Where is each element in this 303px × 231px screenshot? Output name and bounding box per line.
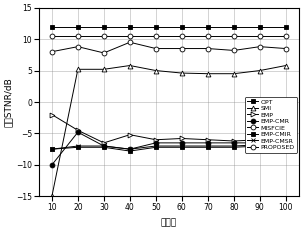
SMI (154, 69, 158, 72)
EMP-CMR (154, 142, 158, 144)
EMP-CMIR (232, 146, 236, 149)
EMP-CMIR (154, 146, 158, 149)
EMP (284, 142, 288, 144)
EMP-CMSR (206, 145, 210, 147)
EMP-CMIR (258, 145, 262, 147)
EMP-CMR (50, 164, 54, 166)
EMP-CMIR (128, 150, 132, 152)
EMP-CMSR (232, 145, 236, 147)
PROPOSED (284, 35, 288, 37)
PROPOSED (76, 35, 80, 37)
OPT (102, 25, 106, 28)
EMP (206, 138, 210, 141)
PROPOSED (180, 35, 184, 37)
EMP-CMSR (154, 145, 158, 147)
OPT (154, 25, 158, 28)
MISFCIE (76, 45, 80, 48)
SMI (232, 72, 236, 75)
Legend: OPT, SMI, EMP, EMP-CMR, MISFCIE, EMP-CMIR, EMP-CMSR, PROPOSED: OPT, SMI, EMP, EMP-CMR, MISFCIE, EMP-CMI… (245, 97, 297, 153)
PROPOSED (206, 35, 210, 37)
EMP (154, 138, 158, 141)
EMP (128, 133, 132, 136)
MISFCIE (154, 47, 158, 50)
PROPOSED (258, 35, 262, 37)
OPT (50, 25, 54, 28)
SMI (128, 64, 132, 67)
OPT (76, 25, 80, 28)
EMP-CMR (180, 142, 184, 144)
Line: PROPOSED: PROPOSED (49, 33, 288, 38)
SMI (50, 195, 54, 198)
EMP-CMIR (284, 146, 288, 149)
OPT (206, 25, 210, 28)
EMP-CMR (76, 131, 80, 134)
SMI (102, 68, 106, 71)
SMI (258, 69, 262, 72)
EMP-CMSR (258, 143, 262, 146)
EMP-CMR (232, 142, 236, 144)
Y-axis label: 输出STNR/dB: 输出STNR/dB (4, 77, 13, 127)
EMP (102, 142, 106, 144)
Line: EMP-CMSR: EMP-CMSR (49, 142, 288, 152)
Line: EMP-CMR: EMP-CMR (49, 130, 288, 167)
SMI (76, 68, 80, 71)
EMP (50, 113, 54, 116)
MISFCIE (258, 45, 262, 48)
EMP-CMR (102, 145, 106, 147)
PROPOSED (50, 35, 54, 37)
EMP-CMR (206, 142, 210, 144)
OPT (180, 25, 184, 28)
EMP-CMSR (50, 148, 54, 151)
SMI (284, 64, 288, 67)
MISFCIE (284, 47, 288, 50)
MISFCIE (50, 50, 54, 53)
EMP-CMSR (102, 145, 106, 147)
MISFCIE (128, 41, 132, 44)
PROPOSED (154, 35, 158, 37)
EMP-CMIR (206, 146, 210, 149)
EMP-CMR (258, 142, 262, 144)
PROPOSED (232, 35, 236, 37)
EMP-CMSR (180, 145, 184, 147)
EMP-CMSR (128, 148, 132, 151)
EMP-CMSR (76, 145, 80, 147)
EMP-CMIR (50, 148, 54, 151)
EMP (76, 129, 80, 132)
MISFCIE (102, 52, 106, 54)
Line: MISFCIE: MISFCIE (49, 40, 288, 55)
EMP (232, 140, 236, 142)
SMI (180, 72, 184, 74)
MISFCIE (232, 49, 236, 52)
PROPOSED (102, 35, 106, 37)
MISFCIE (180, 47, 184, 50)
EMP-CMSR (284, 145, 288, 147)
EMP-CMIR (180, 146, 184, 149)
Line: EMP-CMIR: EMP-CMIR (49, 144, 288, 153)
EMP-CMR (284, 142, 288, 144)
OPT (284, 25, 288, 28)
EMP (180, 137, 184, 140)
SMI (206, 72, 210, 75)
EMP (258, 138, 262, 141)
Line: OPT: OPT (49, 24, 288, 29)
EMP-CMIR (76, 146, 80, 149)
EMP-CMR (128, 148, 132, 151)
MISFCIE (206, 47, 210, 50)
PROPOSED (128, 35, 132, 37)
OPT (232, 25, 236, 28)
Line: EMP: EMP (49, 112, 288, 145)
OPT (128, 25, 132, 28)
OPT (258, 25, 262, 28)
EMP-CMIR (102, 146, 106, 149)
X-axis label: 快拍数: 快拍数 (161, 218, 177, 227)
Line: SMI: SMI (49, 63, 288, 199)
